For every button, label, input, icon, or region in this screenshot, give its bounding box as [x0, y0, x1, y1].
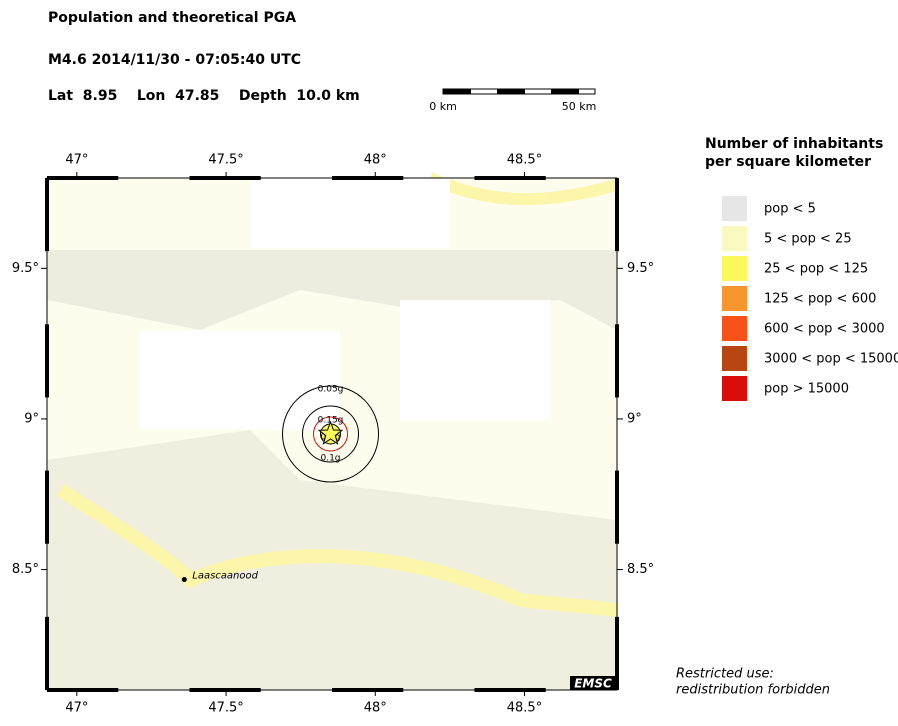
legend-label: pop > 15000: [764, 382, 849, 397]
frame: [615, 324, 619, 398]
legend-label: 600 < pop < 3000: [764, 322, 885, 337]
frame: [45, 470, 49, 544]
frame: [45, 324, 49, 398]
frame: [47, 176, 119, 180]
legend-swatch: [722, 376, 747, 401]
legend: pop < 5 5 < pop < 25 25 < pop < 125 125 < p…: [722, 196, 898, 401]
legend-swatch: [722, 196, 747, 221]
pga-contour: [313, 416, 349, 452]
x-tick-label: 47.5°: [208, 701, 243, 716]
city-label: Laascaanood: [192, 571, 258, 582]
legend-swatch: [722, 316, 747, 341]
legend-title: Number of inhabitants: [705, 136, 883, 152]
y-tick-label: 8.5°: [627, 562, 654, 577]
frame: [45, 616, 49, 690]
frame: [615, 178, 619, 252]
y-tick-label: 8.5°: [12, 562, 39, 577]
legend-swatch: [722, 346, 747, 371]
frame: [189, 176, 261, 180]
x-tick-label: 47°: [65, 701, 88, 716]
x-tick-label: 48.5°: [507, 701, 542, 716]
frame: [615, 616, 619, 690]
y-tick-label: 9.5°: [12, 261, 39, 276]
logo-bg: [570, 676, 617, 690]
y-tick-label: 9.5°: [627, 261, 654, 276]
legend-swatch: [722, 256, 747, 281]
frame: [474, 176, 546, 180]
scale-bar: [442, 88, 596, 95]
x-tick-label: 48°: [364, 153, 387, 168]
map: [46, 172, 619, 691]
city-marker: [181, 577, 187, 583]
event: M4.6 2014/11/30 - 07:05:40 UTC: [48, 52, 301, 68]
title: Population and theoretical PGA: [48, 10, 296, 26]
frame: [332, 176, 404, 180]
scale-end: 50 km: [562, 100, 597, 113]
logo: EMSC: [574, 677, 612, 691]
x-tick-label: 48.5°: [507, 153, 542, 168]
x-tick-label: 48°: [364, 701, 387, 716]
footer: redistribution forbidden: [676, 683, 830, 698]
legend-label: 3000 < pop < 15000: [764, 352, 898, 367]
frame: [189, 688, 261, 692]
pga-label: 0.15g: [318, 416, 344, 426]
pga-contour: [282, 385, 380, 483]
scale-start: 0 km: [429, 100, 457, 113]
legend-label: 25 < pop < 125: [764, 262, 868, 277]
pga-contour: [302, 405, 360, 463]
legend-swatch: [722, 226, 747, 251]
frame: [474, 688, 546, 692]
pga-label: 0.05g: [318, 385, 344, 395]
legend-label: 5 < pop < 25: [764, 232, 852, 247]
frame: [332, 688, 404, 692]
x-tick-label: 47.5°: [208, 153, 243, 168]
pga-label: 0.1g: [320, 454, 340, 464]
location: Lat 8.95 Lon 47.85 Depth 10.0 km: [48, 88, 360, 104]
x-tick-label: 47°: [65, 153, 88, 168]
frame: [45, 178, 49, 252]
y-tick-label: 9°: [627, 411, 642, 426]
legend-swatch: [722, 286, 747, 311]
epicenter: [317, 420, 344, 445]
legend-label: 125 < pop < 600: [764, 292, 876, 307]
footer: Restricted use:: [676, 667, 774, 682]
frame: [47, 688, 119, 692]
y-tick-label: 9°: [24, 411, 39, 426]
legend-label: pop < 5: [764, 202, 816, 217]
legend-title: per square kilometer: [705, 154, 871, 170]
frame: [615, 470, 619, 544]
